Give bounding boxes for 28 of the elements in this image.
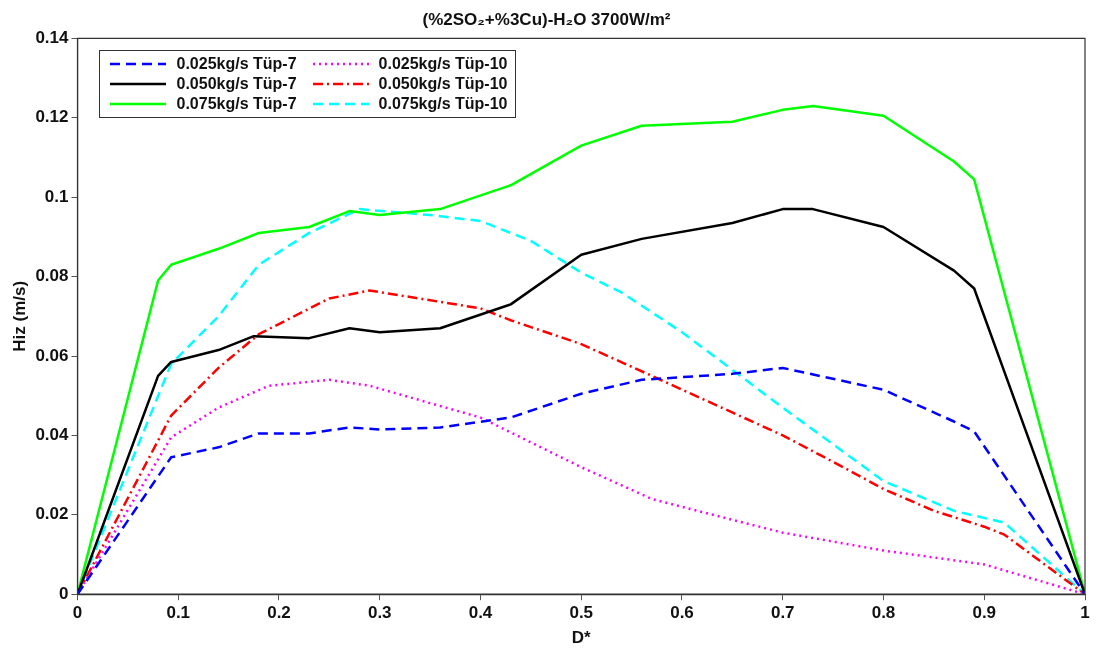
x-tick-label: 0.7 bbox=[770, 603, 795, 623]
x-tick-label: 0.8 bbox=[871, 603, 896, 623]
chart-title: (%2SO₂+%3Cu)-H₂O 3700W/m² bbox=[422, 9, 671, 29]
x-tick-label: 1 bbox=[1080, 603, 1090, 623]
y-tick-label: 0.1 bbox=[44, 186, 69, 206]
x-tick-label: 0.2 bbox=[267, 603, 291, 623]
legend-label: 0.075kg/s Tüp-10 bbox=[378, 95, 508, 114]
legend-label: 0.025kg/s Tüp-10 bbox=[378, 55, 508, 74]
y-tick-label: 0.08 bbox=[35, 266, 69, 286]
x-tick-label: 0 bbox=[72, 603, 83, 623]
x-tick-label: 0.1 bbox=[166, 603, 191, 623]
x-tick-label: 0.4 bbox=[468, 603, 493, 623]
legend-label: 0.075kg/s Tüp-7 bbox=[176, 95, 297, 114]
y-tick-label: 0.14 bbox=[35, 28, 70, 48]
x-tick-label: 0.3 bbox=[367, 603, 392, 623]
y-axis-title: Hiz (m/s) bbox=[9, 280, 29, 352]
x-tick-label: 0.5 bbox=[569, 603, 594, 623]
y-tick-label: 0.06 bbox=[35, 345, 69, 365]
y-tick-label: 0.02 bbox=[35, 504, 69, 524]
x-tick-label: 0.6 bbox=[670, 603, 694, 623]
y-tick-label: 0.04 bbox=[35, 425, 70, 445]
legend-label: 0.050kg/s Tüp-10 bbox=[378, 75, 508, 94]
y-tick-label: 0 bbox=[59, 583, 69, 603]
x-axis-title: D* bbox=[571, 628, 592, 648]
legend-label: 0.025kg/s Tüp-7 bbox=[176, 55, 297, 74]
legend-label: 0.050kg/s Tüp-7 bbox=[176, 75, 297, 94]
x-tick-label: 0.9 bbox=[972, 603, 997, 623]
y-tick-label: 0.12 bbox=[35, 107, 69, 127]
